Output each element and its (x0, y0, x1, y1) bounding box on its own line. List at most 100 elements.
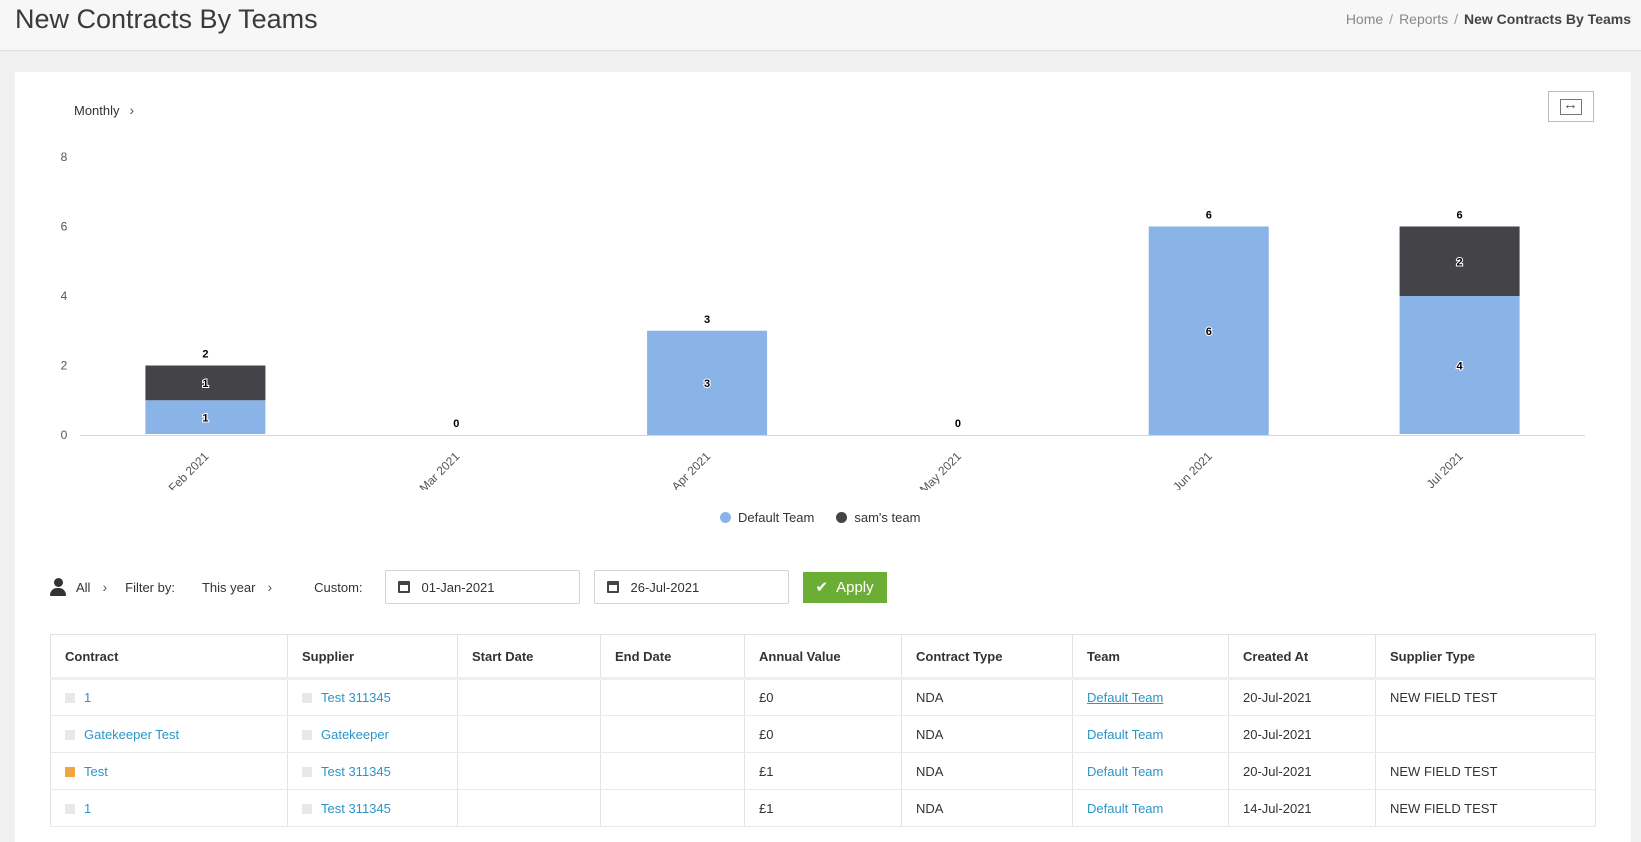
legend-label: Default Team (738, 510, 815, 525)
breadcrumb: Home / Reports / New Contracts By Teams (1346, 11, 1631, 27)
column-header[interactable]: Team (1072, 634, 1229, 680)
contract-link[interactable]: Gatekeeper Test (84, 726, 180, 742)
page-title: New Contracts By Teams (15, 4, 318, 34)
supplier-type-cell: NEW FIELD TEST (1375, 752, 1596, 790)
start-date-cell (457, 715, 601, 753)
start-date-cell (457, 752, 601, 790)
contract-cell: 1 (50, 678, 288, 716)
team-link[interactable]: Default Team (1087, 763, 1164, 779)
team-link[interactable]: Default Team (1087, 690, 1164, 705)
filter-by-value[interactable]: This year (201, 579, 256, 595)
legend-swatch (720, 512, 731, 523)
contract-type-cell: NDA (901, 678, 1073, 716)
status-marker (65, 729, 75, 740)
team-cell: Default Team (1072, 752, 1229, 790)
contracts-bar-chart: 0 2 4 6 8 1 1 2 Feb 2021 0 Mar 2021 3 3 Apr 2021 0 May … (61, 150, 1585, 490)
expand-icon (1560, 96, 1582, 115)
bar-data-label: 6 (1206, 326, 1212, 338)
created-at-cell: 14-Jul-2021 (1228, 789, 1376, 827)
column-header[interactable]: Supplier Type (1375, 634, 1596, 680)
contract-link[interactable]: Test (84, 763, 108, 779)
created-at-cell: 20-Jul-2021 (1228, 715, 1376, 753)
column-header[interactable]: End Date (600, 634, 745, 680)
bar-segment (145, 400, 266, 434)
user-icon (50, 578, 66, 596)
status-marker (65, 803, 75, 814)
end-date-value: 26-Jul-2021 (630, 579, 700, 595)
status-marker (302, 729, 312, 740)
bar-segment (647, 330, 768, 435)
contract-cell: 1 (50, 789, 288, 827)
x-tick-label: Mar 2021 (417, 449, 463, 490)
column-header[interactable]: Annual Value (744, 634, 902, 680)
expand-chart-button[interactable] (1548, 91, 1594, 122)
breadcrumb-reports[interactable]: Reports (1399, 11, 1449, 27)
chevron-right-icon[interactable]: › (102, 579, 108, 595)
breadcrumb-home[interactable]: Home (1345, 11, 1384, 27)
custom-label: Custom: (314, 579, 363, 595)
bar-segment (1399, 226, 1520, 296)
column-header[interactable]: Start Date (457, 634, 601, 680)
column-header[interactable]: Contract (50, 634, 288, 680)
bar-data-label: 3 (704, 378, 710, 390)
legend-item[interactable]: Default Team (720, 510, 814, 525)
table-row: 1 Test 311345 £0 NDA Default Team 20-Jul-2021… (50, 678, 1596, 716)
bar-total-label: 6 (1206, 210, 1212, 222)
apply-label: Apply (836, 578, 874, 596)
bar-total-label: 2 (202, 349, 208, 361)
supplier-cell: Test 311345 (287, 789, 458, 827)
end-date-cell (600, 715, 745, 753)
column-header[interactable]: Created At (1228, 634, 1376, 680)
supplier-link[interactable]: Test 311345 (321, 763, 391, 779)
supplier-link[interactable]: Test 311345 (321, 800, 391, 816)
supplier-link[interactable]: Test 311345 (321, 690, 391, 705)
legend-swatch (836, 512, 848, 523)
contracts-table: Contract Supplier Start Date End Date Annual… (50, 634, 1596, 827)
status-marker (65, 693, 75, 703)
bar-total-label: 0 (955, 418, 961, 430)
contract-link[interactable]: 1 (84, 690, 92, 705)
end-date-cell (600, 789, 745, 827)
status-marker (302, 693, 312, 703)
bar-data-label: 2 (1457, 256, 1463, 268)
table-header-row: Contract Supplier Start Date End Date Annual… (50, 634, 1596, 680)
annual-value-cell: £1 (744, 789, 902, 827)
bar-total-label: 6 (1457, 210, 1463, 222)
apply-button[interactable]: ✔ Apply (802, 571, 887, 603)
start-date-input[interactable]: 01-Jan-2021 (384, 570, 580, 604)
team-link[interactable]: Default Team (1087, 800, 1164, 816)
start-date-cell (457, 678, 601, 716)
x-tick-label: Apr 2021 (669, 449, 714, 490)
start-date-cell (457, 789, 601, 827)
supplier-link[interactable]: Gatekeeper (321, 726, 389, 742)
column-header[interactable]: Supplier (287, 634, 458, 680)
table-row: Test Test 311345 £1 NDA Default Team 20-Jul-2… (50, 752, 1596, 790)
x-tick-label: Jun 2021 (1170, 449, 1215, 490)
contract-link[interactable]: 1 (84, 800, 92, 816)
x-tick-label: May 2021 (917, 449, 964, 490)
y-tick-label: 4 (61, 289, 68, 303)
team-link[interactable]: Default Team (1087, 726, 1164, 742)
table-row: 1 Test 311345 £1 NDA Default Team 14-Jul-2021… (50, 789, 1596, 827)
top-bar: New Contracts By Teams Home / Reports / … (0, 0, 1641, 51)
column-header[interactable]: Contract Type (901, 634, 1073, 680)
bar-segment (145, 365, 266, 401)
filter-bar: All › Filter by: This year › Custom: 01-… (50, 570, 887, 604)
table-row: Gatekeeper Test Gatekeeper £0 NDA Default Te… (50, 715, 1596, 753)
period-label: Monthly (74, 102, 120, 118)
supplier-cell: Test 311345 (287, 678, 458, 716)
bar-data-label: 1 (202, 413, 208, 425)
supplier-type-cell (1375, 715, 1596, 753)
status-marker (65, 766, 75, 777)
supplier-cell: Gatekeeper (287, 715, 458, 753)
bar-data-label: 1 (202, 378, 208, 390)
period-selector[interactable]: Monthly › (74, 102, 134, 118)
chevron-right-icon[interactable]: › (267, 579, 273, 595)
contract-cell: Gatekeeper Test (50, 715, 288, 753)
legend-label: sam's team (854, 510, 921, 525)
created-at-cell: 20-Jul-2021 (1228, 752, 1376, 790)
chevron-right-icon: › (129, 102, 135, 118)
user-filter[interactable]: All (76, 579, 91, 595)
end-date-input[interactable]: 26-Jul-2021 (593, 570, 789, 604)
legend-item[interactable]: sam's team (836, 510, 920, 525)
